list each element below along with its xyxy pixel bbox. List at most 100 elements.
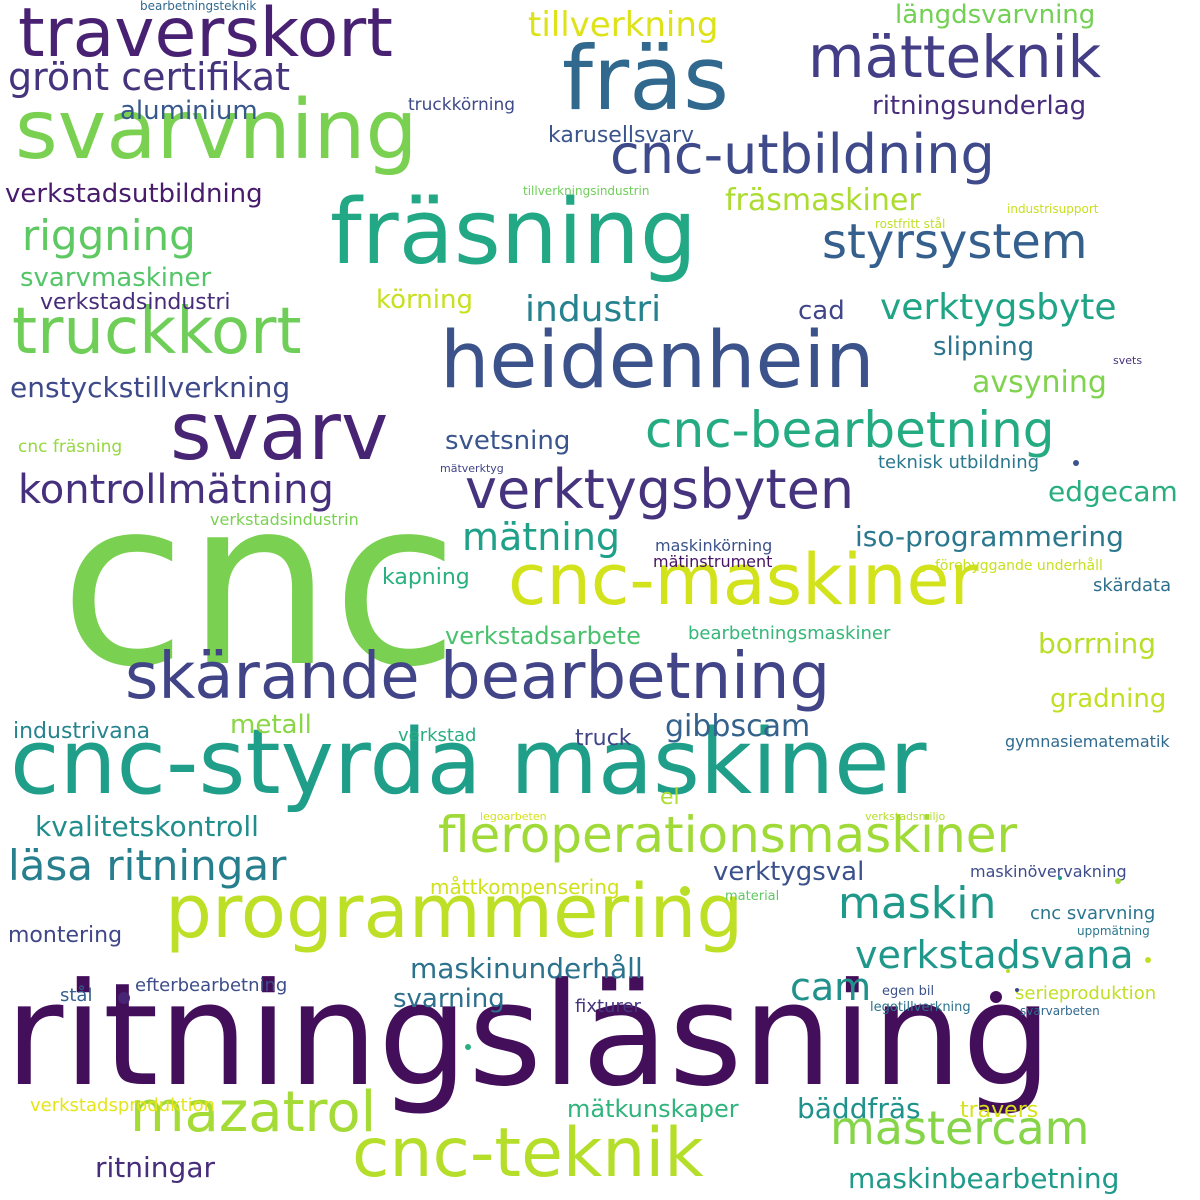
cloud-word: uppmätning xyxy=(1077,924,1150,938)
cloud-word: cad xyxy=(798,296,845,326)
cloud-word: maskin xyxy=(838,878,997,929)
cloud-word: verkstad xyxy=(398,725,477,746)
cloud-word: industri xyxy=(525,289,662,330)
cloud-word: rostfritt stål xyxy=(875,217,946,231)
cloud-word: cnc svarvning xyxy=(1030,903,1156,924)
cloud-word: mätverktyg xyxy=(440,462,504,475)
cloud-word: maskinunderhåll xyxy=(410,952,643,985)
cloud-word: material xyxy=(725,889,780,904)
cloud-word: svarv xyxy=(170,385,389,478)
cloud-word: styrsystem xyxy=(822,214,1088,270)
cloud-word: el xyxy=(660,785,680,810)
cloud-word: slipning xyxy=(933,332,1035,362)
cloud-word: legoarbeten xyxy=(480,810,547,823)
cloud-word: verkstadsarbete xyxy=(445,622,641,650)
cloud-word: truck xyxy=(575,726,632,751)
cloud-word: verktygsbyte xyxy=(880,287,1117,328)
cloud-word: tillverkningsindustrin xyxy=(523,184,650,198)
cloud-word: bäddfräs xyxy=(797,1092,921,1125)
cloud-dot xyxy=(1015,988,1019,992)
cloud-word: grönt certifikat xyxy=(8,55,291,99)
cloud-word: cnc-bearbetning xyxy=(645,401,1055,459)
cloud-word: mätkunskaper xyxy=(567,1095,739,1123)
cloud-word: traverskort xyxy=(18,0,393,73)
cloud-word: tillverkning xyxy=(528,5,719,45)
cloud-word: stål xyxy=(60,985,93,1006)
cloud-dot xyxy=(118,992,130,1004)
cloud-word: mätinstrument xyxy=(653,552,773,571)
cloud-word: kontrollmätning xyxy=(18,467,334,513)
cloud-word: kapning xyxy=(382,565,470,590)
cloud-word: fräsmaskiner xyxy=(725,183,921,218)
cloud-word: truckkörning xyxy=(408,95,516,115)
cloud-word: svarvmaskiner xyxy=(20,263,212,293)
cloud-word: travers xyxy=(960,1098,1039,1123)
cloud-word: efterbearbetning xyxy=(135,975,288,996)
cloud-word: borrning xyxy=(1038,627,1156,660)
cloud-word: verkstadsproduktion xyxy=(30,1095,216,1116)
cloud-word: gradning xyxy=(1050,684,1167,714)
cloud-dot xyxy=(1073,460,1079,466)
cloud-word: verkstadsutbildning xyxy=(5,179,263,209)
cloud-word: mätteknik xyxy=(808,23,1102,91)
cloud-word: egen bil xyxy=(882,984,935,999)
cloud-word: gymnasiematematik xyxy=(1005,732,1170,751)
cloud-word: kvalitetskontroll xyxy=(35,810,259,843)
cloud-word: programmering xyxy=(165,869,744,955)
cloud-word: körning xyxy=(376,285,473,315)
cloud-dot xyxy=(990,991,1002,1003)
cloud-word: ritningsläsning xyxy=(5,953,1053,1118)
cloud-word: enstyckstillverkning xyxy=(10,371,291,404)
cloud-word: svets xyxy=(1113,354,1143,367)
cloud-word: cnc fräsning xyxy=(18,437,123,457)
cloud-word: industrisupport xyxy=(1007,202,1099,216)
cloud-word: skärdata xyxy=(1093,575,1172,596)
cloud-word: serieproduktion xyxy=(1015,983,1157,1004)
cloud-dot xyxy=(680,886,690,896)
cloud-word: cnc-teknik xyxy=(352,1114,704,1193)
cloud-word: industrivana xyxy=(13,719,151,744)
cloud-word: svetsning xyxy=(445,426,571,456)
cloud-word: mätning xyxy=(462,515,621,559)
cloud-word: fräsning xyxy=(330,180,697,285)
cloud-dot xyxy=(465,1044,471,1050)
cloud-word: heidenhein xyxy=(440,316,875,406)
cloud-word: svarning xyxy=(393,984,505,1014)
cloud-word: svarvarbeten xyxy=(1020,1004,1100,1018)
cloud-word: maskinkörning xyxy=(655,536,773,555)
cloud-word: teknisk utbildning xyxy=(878,452,1040,473)
cloud-word: måttkompensering xyxy=(430,875,620,899)
cloud-word: längdsvarvning xyxy=(895,0,1096,30)
cloud-word: verkstadsmiljo xyxy=(865,810,946,823)
cloud-word: verkstadsindustrin xyxy=(210,510,359,529)
cloud-dot xyxy=(1006,969,1010,973)
cloud-word: riggning xyxy=(22,211,196,260)
cloud-word: avsyning xyxy=(972,365,1107,400)
cloud-word: edgecam xyxy=(1048,475,1178,508)
cloud-word: mastercam xyxy=(830,1101,1090,1155)
cloud-word: verkstadsvana xyxy=(855,933,1134,977)
cloud-dot xyxy=(1115,878,1121,884)
cloud-word: gibbscam xyxy=(665,709,811,744)
cloud-word: aluminium xyxy=(120,96,258,126)
cloud-word: legotillverkning xyxy=(870,1000,971,1015)
cloud-word: cam xyxy=(790,965,872,1009)
cloud-word: verkstadsindustri xyxy=(40,290,231,315)
cloud-word: förebyggande underhåll xyxy=(935,558,1103,574)
cloud-word: ritningar xyxy=(95,1151,215,1184)
cloud-dot xyxy=(1145,957,1151,963)
cloud-word: maskinövervakning xyxy=(970,862,1127,881)
cloud-word: läsa ritningar xyxy=(8,841,287,890)
cloud-word: svarvning xyxy=(15,83,418,178)
cloud-word: cnc xyxy=(60,451,459,718)
cloud-word: fleroperationsmaskiner xyxy=(438,806,1018,864)
cloud-word: mazatrol xyxy=(130,1080,377,1145)
cloud-word: truckkort xyxy=(12,295,302,369)
cloud-word: iso-programmering xyxy=(855,520,1124,553)
cloud-word: metall xyxy=(230,710,312,740)
cloud-word: verktygsbyten xyxy=(465,458,855,521)
cloud-word: bearbetningsteknik xyxy=(140,0,257,13)
cloud-word: skärande bearbetning xyxy=(125,640,831,714)
cloud-word: fräs xyxy=(562,27,729,130)
cloud-word: fixturer xyxy=(575,996,641,1017)
